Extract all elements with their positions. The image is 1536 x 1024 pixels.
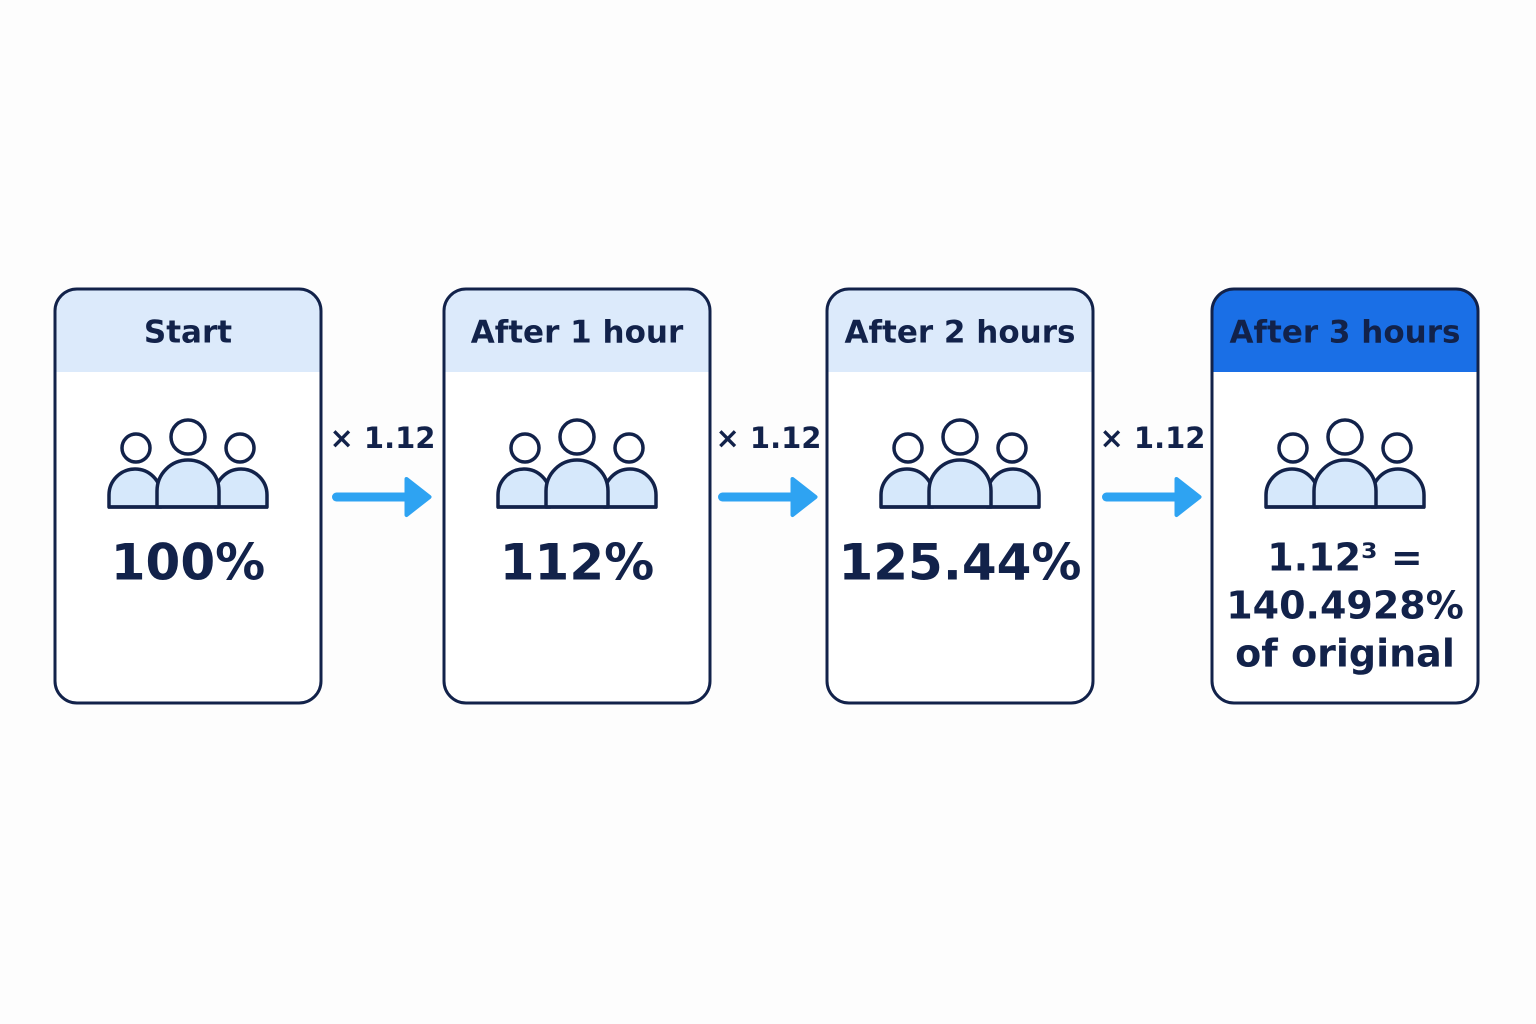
arrow-head [1174,477,1202,517]
card-border [1210,287,1480,705]
card-line: 140.4928% [1226,584,1464,628]
card-title: After 3 hours [1230,315,1461,351]
card-header [1212,289,1478,372]
card-line: 1.12³ = [1267,536,1422,580]
card-value: 125.44% [838,534,1081,592]
arrow-label: × 1.12 [1100,421,1206,455]
arrow-head [404,477,432,517]
arrow: × 1.12 [330,421,436,517]
card-border [53,287,323,705]
card-header [444,289,710,372]
card-value: 100% [111,534,265,592]
card-line: of original [1235,632,1455,676]
card-border [442,287,712,705]
card: Start 100% [53,287,323,705]
card-title: Start [144,315,232,351]
card-title: After 1 hour [471,315,684,351]
arrow: × 1.12 [716,421,822,517]
card: After 3 hours 1.12³ =140.4928%of original [1210,287,1480,705]
card-title: After 2 hours [845,315,1076,351]
card: After 1 hour 112% [442,287,712,705]
arrow-head [790,477,818,517]
arrow-label: × 1.12 [716,421,822,455]
card-border [825,287,1095,705]
card-header [827,289,1093,372]
card-value: 112% [500,534,654,592]
arrow: × 1.12 [1100,421,1206,517]
card-header [55,289,321,372]
card: After 2 hours 125.44% [825,287,1095,705]
arrow-label: × 1.12 [330,421,436,455]
